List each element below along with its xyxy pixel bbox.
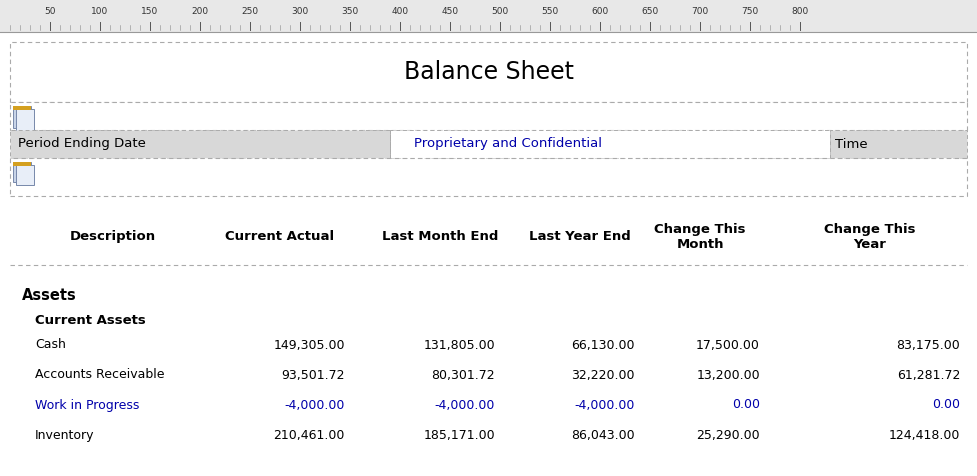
Bar	[16, 165, 34, 185]
Text: 600: 600	[591, 7, 609, 16]
Text: 150: 150	[142, 7, 158, 16]
Text: 210,461.00: 210,461.00	[274, 428, 345, 442]
Text: 450: 450	[442, 7, 458, 16]
Text: Cash: Cash	[35, 338, 65, 351]
Text: 50: 50	[44, 7, 56, 16]
Text: Current Actual: Current Actual	[226, 230, 334, 243]
Text: 0.00: 0.00	[732, 398, 760, 411]
Bar	[0, 0, 977, 32]
Bar	[13, 106, 31, 128]
Text: Period Ending Date: Period Ending Date	[18, 138, 146, 150]
Text: 124,418.00: 124,418.00	[889, 428, 960, 442]
Text: 149,305.00: 149,305.00	[274, 338, 345, 351]
Text: 300: 300	[291, 7, 309, 16]
Text: 550: 550	[541, 7, 559, 16]
Bar	[390, 130, 830, 158]
Text: Balance Sheet: Balance Sheet	[404, 60, 573, 84]
Text: 100: 100	[92, 7, 108, 16]
Text: 32,220.00: 32,220.00	[572, 368, 635, 381]
Text: 750: 750	[742, 7, 758, 16]
Text: Assets: Assets	[22, 288, 77, 303]
Text: Last Month End: Last Month End	[382, 230, 498, 243]
Text: 400: 400	[392, 7, 408, 16]
Text: Time: Time	[835, 138, 868, 150]
Text: 250: 250	[241, 7, 259, 16]
Text: Proprietary and Confidential: Proprietary and Confidential	[414, 138, 603, 150]
Text: 83,175.00: 83,175.00	[896, 338, 960, 351]
Bar	[10, 102, 967, 130]
Text: Inventory: Inventory	[35, 428, 95, 442]
Text: Current Assets: Current Assets	[35, 314, 146, 327]
Bar	[10, 42, 967, 102]
Text: Accounts Receivable: Accounts Receivable	[35, 368, 164, 381]
Text: 350: 350	[341, 7, 359, 16]
Text: 61,281.72: 61,281.72	[897, 368, 960, 381]
Bar	[830, 130, 967, 158]
Text: 185,171.00: 185,171.00	[423, 428, 495, 442]
Bar	[10, 158, 967, 196]
Text: 80,301.72: 80,301.72	[432, 368, 495, 381]
Text: 17,500.00: 17,500.00	[697, 338, 760, 351]
Text: -4,000.00: -4,000.00	[284, 398, 345, 411]
Text: 800: 800	[791, 7, 809, 16]
Bar	[10, 130, 390, 158]
Text: 200: 200	[191, 7, 208, 16]
Text: 86,043.00: 86,043.00	[572, 428, 635, 442]
Bar	[13, 162, 31, 182]
Bar	[13, 106, 31, 110]
Text: 131,805.00: 131,805.00	[423, 338, 495, 351]
Text: -4,000.00: -4,000.00	[574, 398, 635, 411]
Text: Last Year End: Last Year End	[530, 230, 631, 243]
Text: Description: Description	[70, 230, 156, 243]
Text: 93,501.72: 93,501.72	[281, 368, 345, 381]
Bar	[16, 109, 34, 131]
Text: 650: 650	[641, 7, 658, 16]
Text: 0.00: 0.00	[932, 398, 960, 411]
Text: Change This
Month: Change This Month	[655, 222, 745, 250]
Text: 700: 700	[692, 7, 708, 16]
Text: 13,200.00: 13,200.00	[697, 368, 760, 381]
Text: 66,130.00: 66,130.00	[572, 338, 635, 351]
Text: Work in Progress: Work in Progress	[35, 398, 140, 411]
Text: Change This
Year: Change This Year	[825, 222, 915, 250]
Text: -4,000.00: -4,000.00	[435, 398, 495, 411]
Text: 25,290.00: 25,290.00	[697, 428, 760, 442]
Text: 500: 500	[491, 7, 509, 16]
Bar	[13, 162, 31, 166]
